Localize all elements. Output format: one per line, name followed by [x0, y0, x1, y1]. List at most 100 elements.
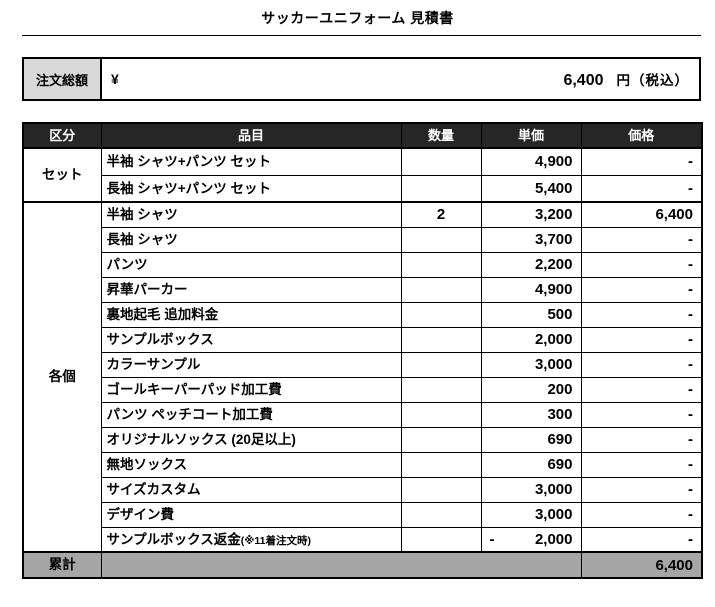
item-label: サンプルボックス返金	[106, 531, 241, 547]
total-row: 累計 6,400	[22, 551, 703, 579]
qty-cell	[400, 226, 482, 253]
price-cell: -	[580, 276, 703, 303]
col-header-unit-price: 単価	[480, 122, 582, 149]
item-cell: オリジナルソックス (20足以上)	[100, 426, 402, 453]
qty-cell	[400, 401, 482, 428]
table-row: 各個 半袖 シャツ 2 3,200 6,400	[22, 201, 703, 553]
unit-price-value: 2,000	[534, 530, 573, 548]
item-cell: サイズカスタム	[100, 476, 402, 503]
item-cell: パンツ ペッチコート加工費	[100, 401, 402, 428]
page-title: サッカーユニフォーム 見積書	[261, 10, 454, 26]
item-label: ゴールキーパーパッド加工費	[106, 381, 282, 397]
price-cell: -	[580, 501, 703, 528]
unit-price-cell: 5,400	[480, 174, 582, 203]
table-row: オリジナルソックス (20足以上) 690-	[23, 426, 703, 453]
yen-symbol: ¥	[111, 71, 119, 87]
table-row: 裏地起毛 追加料金 500-	[23, 301, 703, 328]
item-label: パンツ ペッチコート加工費	[106, 406, 273, 422]
qty-cell	[400, 147, 482, 176]
item-cell: 長袖 シャツ	[100, 226, 402, 253]
col-header-price: 価格	[580, 122, 703, 149]
item-cell: 昇華パーカー	[100, 276, 402, 303]
price-cell: -	[580, 174, 703, 203]
unit-price-value: 3,000	[534, 356, 573, 373]
qty-cell	[400, 426, 482, 453]
item-cell: カラーサンプル	[100, 351, 402, 378]
unit-price-cell: 3,700	[480, 226, 582, 253]
unit-price-cell: 3,200	[480, 201, 582, 228]
table-row: 長袖 シャツ+パンツ セット 5,400-	[23, 174, 703, 203]
unit-price-value: 4,900	[534, 281, 573, 298]
title-rule	[22, 35, 701, 36]
item-label: オリジナルソックス (20足以上)	[106, 431, 296, 447]
item-label: 昇華パーカー	[106, 281, 188, 297]
unit-price-value: 3,200	[534, 206, 573, 224]
unit-price-cell: 690	[480, 451, 582, 478]
table-row: サンプルボックス 2,000-	[23, 326, 703, 353]
order-amount-group: 6,400 円（税込）	[563, 69, 689, 90]
unit-price-value: 5,400	[534, 179, 573, 197]
table-row: カラーサンプル 3,000-	[23, 351, 703, 378]
item-cell: デザイン費	[100, 501, 402, 528]
col-header-item: 品目	[100, 122, 402, 149]
order-total-label: 注文総額	[24, 59, 102, 99]
unit-price-cell: 300	[480, 401, 582, 428]
price-cell: -	[580, 251, 703, 278]
table-row: パンツ 2,200-	[23, 251, 703, 278]
order-total-value: ¥ 6,400 円（税込）	[102, 59, 699, 99]
price-cell: -	[580, 351, 703, 378]
price-cell: -	[580, 401, 703, 428]
table-row: 長袖 シャツ 3,700-	[23, 226, 703, 253]
minus-sign: -	[489, 530, 495, 548]
qty-cell	[400, 351, 482, 378]
qty-cell	[400, 326, 482, 353]
item-label: サンプルボックス	[106, 331, 214, 347]
table-row: ゴールキーパーパッド加工費 200-	[23, 376, 703, 403]
item-label: 長袖 シャツ+パンツ セット	[106, 180, 272, 196]
item-cell: サンプルボックス返金(※11着注文時)	[100, 526, 402, 553]
price-cell: -	[580, 226, 703, 253]
qty-cell	[400, 174, 482, 203]
item-label: サイズカスタム	[106, 481, 201, 497]
unit-price-cell: 2,200	[480, 251, 582, 278]
table-row: サンプルボックス返金(※11着注文時) -2,000-	[23, 526, 703, 553]
category-cell: セット	[22, 147, 102, 203]
unit-price-value: 690	[547, 431, 573, 448]
qty-cell	[400, 301, 482, 328]
item-cell: 長袖 シャツ+パンツ セット	[100, 174, 402, 203]
item-cell: 裏地起毛 追加料金	[100, 301, 402, 328]
item-label: パンツ	[106, 256, 148, 272]
price-cell: -	[580, 426, 703, 453]
item-label: 長袖 シャツ	[106, 231, 178, 247]
qty-cell	[400, 526, 482, 553]
item-cell: 半袖 シャツ+パンツ セット	[100, 147, 402, 176]
unit-price-value: 4,900	[534, 153, 573, 171]
qty-cell	[400, 501, 482, 528]
unit-price-value: 690	[547, 456, 573, 473]
unit-price-value: 2,000	[534, 331, 573, 348]
unit-price-cell: 4,900	[480, 147, 582, 176]
unit-price-value: 3,700	[534, 231, 573, 248]
order-total-amount: 6,400	[563, 71, 604, 89]
header-row: 区分 品目 数量 単価 価格	[22, 122, 703, 149]
unit-price-value: 2,200	[534, 256, 573, 273]
total-price-cell: 6,400	[580, 551, 703, 579]
item-label: 半袖 シャツ+パンツ セット	[106, 154, 272, 169]
quote-table: 区分 品目 数量 単価 価格 セット 半袖 シャツ+パンツ セット 4,900- 長袖…	[22, 122, 703, 579]
item-cell: サンプルボックス	[100, 326, 402, 353]
price-cell: -	[580, 147, 703, 176]
items-body: セット 半袖 シャツ+パンツ セット 4,900- 長袖 シャツ+パンツ セット 5,4…	[22, 147, 703, 553]
qty-cell: 2	[400, 201, 482, 228]
item-cell: ゴールキーパーパッド加工費	[100, 376, 402, 403]
unit-price-cell: 690	[480, 426, 582, 453]
unit-price-cell: 200	[480, 376, 582, 403]
unit-price-cell: 4,900	[480, 276, 582, 303]
total-label-cell: 累計	[22, 551, 102, 579]
item-label: デザイン費	[106, 506, 175, 522]
item-cell: パンツ	[100, 251, 402, 278]
price-cell: -	[580, 451, 703, 478]
unit-price-value: 500	[547, 306, 573, 323]
qty-cell	[400, 276, 482, 303]
qty-cell	[400, 476, 482, 503]
unit-price-value: 3,000	[534, 506, 573, 523]
